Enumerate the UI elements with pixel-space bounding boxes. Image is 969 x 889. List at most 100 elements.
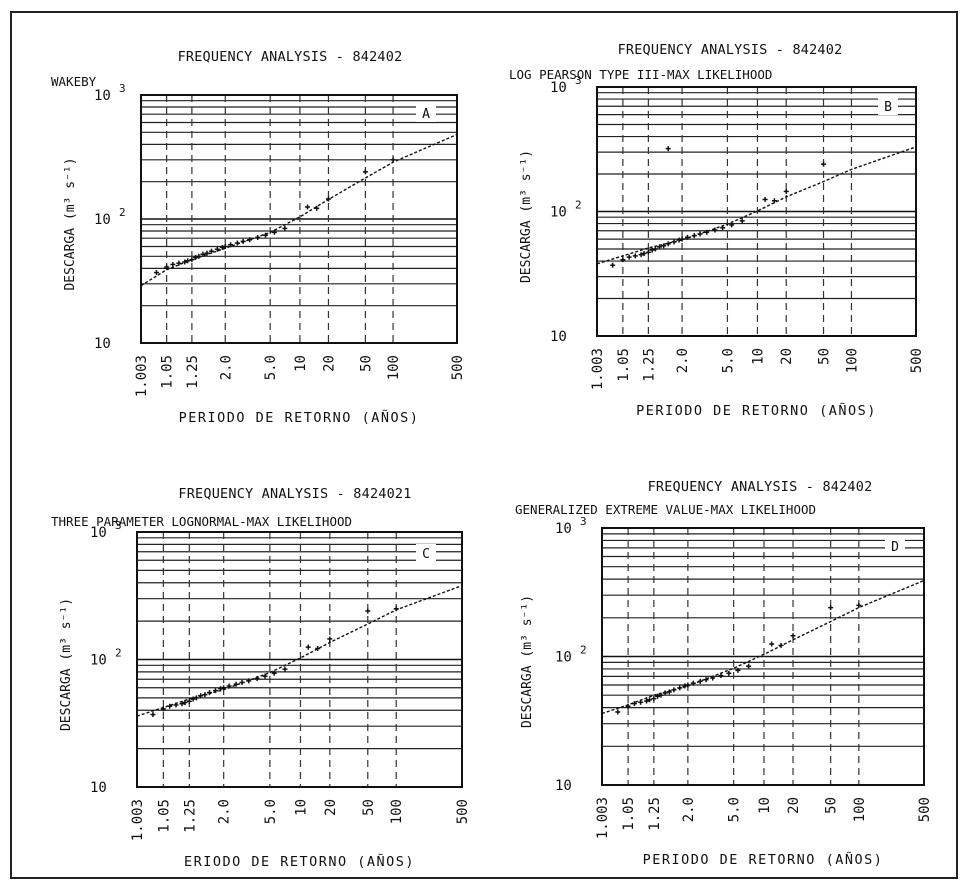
data-point: [390, 157, 396, 163]
y-tick-label: 10 2: [94, 206, 126, 228]
data-point: [790, 633, 796, 639]
data-point: [222, 244, 228, 250]
data-point: [658, 692, 664, 698]
x-tick-label: 1.25: [647, 797, 663, 831]
x-tick-label: 1.003: [130, 799, 146, 841]
data-point: [362, 169, 368, 175]
y-tick-exponent: 3: [575, 74, 582, 87]
data-point: [677, 685, 683, 691]
panel-letter-bg: [878, 97, 898, 115]
x-tick-label: 1.003: [590, 348, 606, 390]
data-point: [327, 636, 333, 642]
panel-letter-bg: [416, 104, 436, 122]
y-tick-label: 10: [550, 329, 567, 345]
data-point: [632, 253, 638, 259]
data-point: [726, 670, 732, 676]
data-point: [179, 701, 185, 707]
y-tick-base: 10: [90, 780, 107, 796]
y-tick-exponent: 2: [119, 206, 126, 219]
x-tick-label: 500: [917, 797, 933, 822]
data-point: [240, 238, 246, 244]
fitted-curve: [140, 133, 458, 287]
data-point: [665, 146, 671, 152]
y-tick-exponent: 3: [115, 519, 122, 532]
y-axis-label: DESCARGA (m³ s⁻¹): [519, 150, 534, 283]
data-point: [703, 677, 709, 683]
data-point: [218, 686, 224, 692]
x-tick-label: 100: [852, 797, 868, 822]
y-axis-label: DESCARGA (m³ s⁻¹): [59, 598, 74, 731]
data-point: [769, 641, 775, 647]
data-point: [690, 680, 696, 686]
x-axis-label: PERIODO DE RETORNO (AÑOS): [643, 851, 884, 868]
data-point: [718, 673, 724, 679]
data-point: [676, 237, 682, 243]
data-point: [186, 698, 192, 704]
data-point: [282, 666, 288, 672]
y-tick-base: 10: [90, 525, 107, 541]
data-point: [729, 222, 735, 228]
x-tick-label: 1.25: [185, 355, 201, 389]
x-tick-label: 500: [450, 355, 466, 380]
x-tick-label: 5.0: [263, 355, 279, 380]
y-tick-label: 10: [555, 778, 572, 794]
data-point: [746, 663, 752, 669]
data-point: [644, 698, 650, 704]
y-tick-exponent: 3: [119, 82, 126, 95]
data-point: [194, 695, 200, 701]
data-point: [631, 701, 637, 707]
panel-title: FREQUENCY ANALYSIS - 842402: [618, 42, 843, 58]
data-point: [193, 254, 199, 260]
data-point: [739, 218, 745, 224]
plot-frame: [136, 531, 463, 788]
panel-title: FREQUENCY ANALYSIS - 842402: [178, 49, 403, 65]
x-tick-label: 1.05: [156, 799, 172, 833]
plot-frame: [596, 86, 917, 337]
data-point: [710, 675, 716, 681]
data-point: [671, 687, 677, 693]
data-point: [254, 675, 260, 681]
x-tick-label: 10: [293, 799, 309, 816]
y-tick-base: 10: [94, 212, 111, 228]
data-point: [315, 645, 321, 651]
x-tick-label: 100: [389, 799, 405, 824]
data-point: [173, 702, 179, 708]
y-tick-exponent: 3: [580, 515, 587, 528]
data-point: [233, 681, 239, 687]
data-point: [150, 712, 156, 718]
data-point: [282, 225, 288, 231]
data-point: [682, 683, 688, 689]
data-point: [255, 234, 261, 240]
y-tick-exponent: 2: [575, 199, 582, 212]
x-tick-label: 50: [824, 797, 840, 814]
data-point: [679, 236, 685, 242]
x-tick-label: 20: [321, 355, 337, 372]
data-point: [185, 258, 191, 264]
data-point: [662, 690, 668, 696]
data-point: [153, 270, 159, 276]
x-tick-label: 10: [750, 348, 766, 365]
x-tick-label: 1.003: [595, 797, 611, 839]
plot-frame: [140, 94, 458, 344]
data-point: [176, 260, 182, 266]
data-point: [325, 196, 331, 202]
data-point: [691, 233, 697, 239]
data-point: [720, 225, 726, 231]
x-axis-label: PERIODO DE RETORNO (AÑOS): [179, 409, 420, 426]
data-point: [665, 241, 671, 247]
data-point: [207, 690, 213, 696]
data-point: [262, 232, 268, 238]
y-tick-label: 10: [90, 780, 107, 796]
y-tick-exponent: 2: [580, 644, 587, 657]
data-point: [821, 161, 827, 167]
data-point: [219, 244, 225, 250]
data-point: [771, 198, 777, 204]
panel-letter: B: [878, 97, 898, 115]
data-point: [778, 642, 784, 648]
x-tick-label: 500: [455, 799, 471, 824]
y-tick-label: 10 2: [555, 644, 587, 666]
panel-b: FREQUENCY ANALYSIS - 842402 LOG PEARSON T…: [509, 42, 925, 419]
x-tick-label: 500: [909, 348, 925, 373]
x-tick-label: 2.0: [681, 797, 697, 822]
